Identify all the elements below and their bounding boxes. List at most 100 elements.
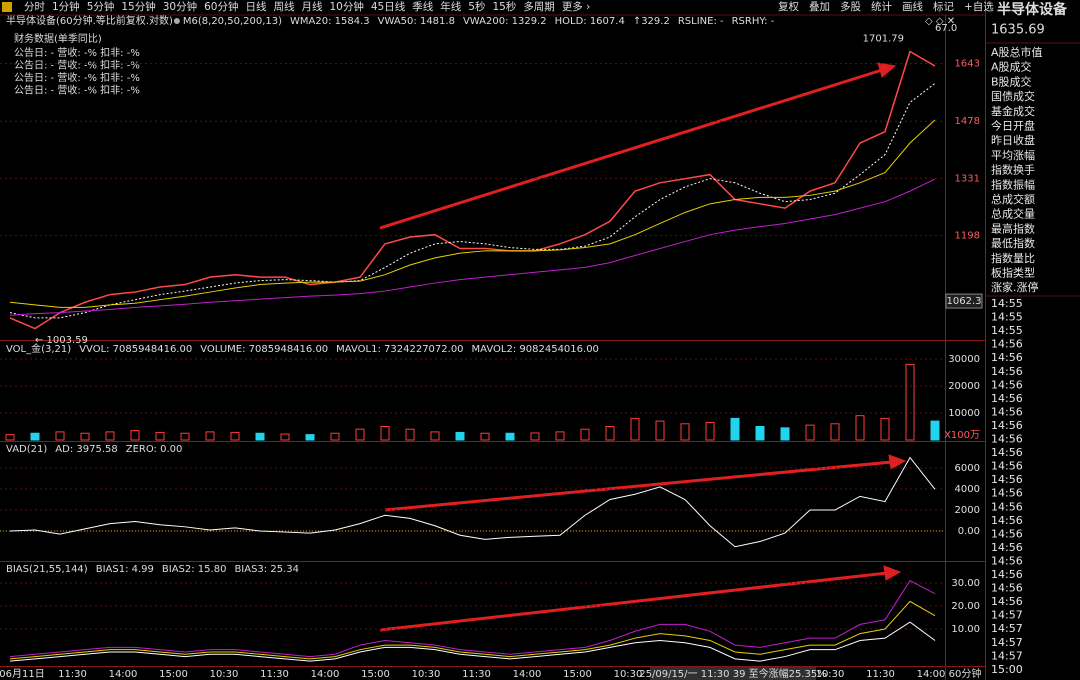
sidebar-time: 14:55 [991, 297, 1023, 310]
window-icons[interactable]: ◇ ◇ ✕ [925, 16, 955, 27]
volume-bar [455, 431, 465, 441]
sidebar-time: 14:56 [991, 338, 1023, 351]
y-tick-label: 1478 [955, 116, 980, 127]
sidebar-time: 14:57 [991, 622, 1023, 635]
period-tab[interactable]: 日线 [246, 0, 267, 13]
series-line [9, 456, 936, 548]
toolbar-action[interactable]: 画线 [902, 0, 923, 13]
period-tab[interactable]: 10分钟 [330, 0, 364, 13]
period-tab[interactable]: 15分钟 [121, 0, 155, 13]
period-tab[interactable]: 15秒 [492, 0, 516, 13]
sidebar-item: 基金成交 [991, 104, 1035, 118]
period-tab[interactable]: 1分钟 [52, 0, 80, 13]
volume-bar [830, 423, 840, 441]
menu-icon[interactable] [2, 2, 12, 12]
legend-entry: BIAS2: 15.80 [162, 564, 227, 575]
legend-entry: RSLINE: - [678, 16, 724, 27]
sidebar-time: 14:57 [991, 649, 1023, 662]
sidebar-time: 14:56 [991, 405, 1023, 418]
period-tab[interactable]: 60分钟 [204, 0, 238, 13]
legend-entry: WMA20: 1584.3 [290, 16, 370, 27]
period-tab[interactable]: 年线 [440, 0, 461, 13]
finance-title: 财务数据(单季同比) [14, 32, 102, 45]
volume-bar [505, 432, 515, 441]
x-tick-label: 14:00 [109, 669, 138, 680]
x-tick-label: 11:30 [866, 669, 895, 680]
period-tab[interactable]: 更多 › [562, 0, 591, 13]
series-line [9, 50, 936, 330]
sidebar-price: 1635.69 [991, 23, 1045, 38]
toolbar-action[interactable]: 多股 [840, 0, 861, 13]
series-line [9, 119, 936, 308]
sidebar-time: 14:56 [991, 582, 1023, 595]
cursor-label-box [650, 667, 816, 680]
period-tab[interactable]: 45日线 [371, 0, 406, 13]
x-tick-label: 10:30 [210, 669, 239, 680]
x-tick-label: 15:00 [361, 669, 390, 680]
legend-entry: ZERO: 0.00 [126, 444, 183, 455]
period-tab[interactable]: 5秒 [468, 0, 486, 13]
toolbar-action[interactable]: 复权 [778, 0, 799, 13]
price-marker-box [945, 293, 983, 309]
toolbar-action[interactable]: 叠加 [809, 1, 830, 13]
sidebar-time: 14:56 [991, 419, 1023, 432]
volume-bar [680, 423, 690, 441]
sidebar-item: B股成交 [991, 74, 1032, 88]
legend-dot [173, 18, 180, 24]
y-tick-label: 20.00 [951, 601, 980, 612]
volume-bar [530, 432, 540, 441]
sidebar-item: 指数量比 [991, 251, 1035, 265]
finance-row: 公告日: - 营收: -% 扣非: -% [14, 59, 140, 72]
sidebar-item: 指数振幅 [991, 177, 1035, 191]
sidebar-time: 15:00 [991, 663, 1023, 676]
volume-bar [30, 432, 40, 441]
volume-bar [380, 425, 390, 441]
sidebar-time: 14:56 [991, 500, 1023, 513]
volume-bar [55, 431, 65, 441]
legend-entry: VVOL: 7085948416.00 [79, 344, 192, 355]
sidebar-item: 涨家.涨停 [991, 280, 1039, 294]
sidebar-item: A股成交 [991, 60, 1032, 74]
volume-bar [205, 431, 215, 441]
sidebar-time: 14:56 [991, 541, 1023, 554]
toolbar-action[interactable]: 统计 [871, 0, 892, 13]
sidebar-time: 14:55 [991, 311, 1023, 324]
trend-arrows [379, 62, 907, 632]
sidebar-time: 14:56 [991, 433, 1023, 446]
sidebar-item: 总成交量 [991, 207, 1035, 221]
sidebar-item: 指数换手 [991, 163, 1035, 177]
series-line [9, 580, 936, 658]
legend-entry: BIAS1: 4.99 [96, 564, 154, 575]
volume-bar [305, 434, 315, 441]
period-tab[interactable]: 多周期 [523, 0, 555, 13]
y-tick-label: 30.00 [951, 578, 980, 589]
volume-bar [105, 431, 115, 441]
volume-bar [555, 431, 565, 441]
volume-bar [805, 424, 815, 441]
x-tick-label: 10:30 [614, 669, 643, 680]
volume-bar [855, 415, 865, 441]
legend-entry: MAVOL1: 7324227072.00 [336, 344, 463, 355]
period-tab[interactable]: 季线 [412, 0, 433, 13]
volume-bar [280, 433, 290, 441]
arrow-head [883, 565, 902, 581]
sidebar-time: 14:56 [991, 595, 1023, 608]
series-line [9, 83, 936, 319]
sidebar-time: 14:56 [991, 378, 1023, 391]
period-tab[interactable]: 月线 [302, 0, 323, 13]
toolbar-action[interactable]: 标记 [933, 1, 954, 13]
y-tick-label: 0.00 [958, 526, 980, 537]
volume-bar [880, 417, 890, 441]
y-tick-label: 2000 [955, 505, 980, 516]
x-tick-label: 14:00 [311, 669, 340, 680]
sidebar-item: 总成交额 [991, 192, 1035, 206]
period-tab[interactable]: 分时 [24, 1, 45, 13]
sidebar-item: 最低指数 [991, 236, 1035, 250]
period-tab[interactable]: 5分钟 [87, 0, 115, 13]
period-tab[interactable]: 30分钟 [163, 0, 197, 13]
legend-entry: MAVOL2: 9082454016.00 [472, 344, 599, 355]
period-tab[interactable]: 周线 [274, 0, 295, 13]
toolbar-action[interactable]: +自选 [964, 0, 994, 13]
volume-bar [655, 420, 665, 441]
